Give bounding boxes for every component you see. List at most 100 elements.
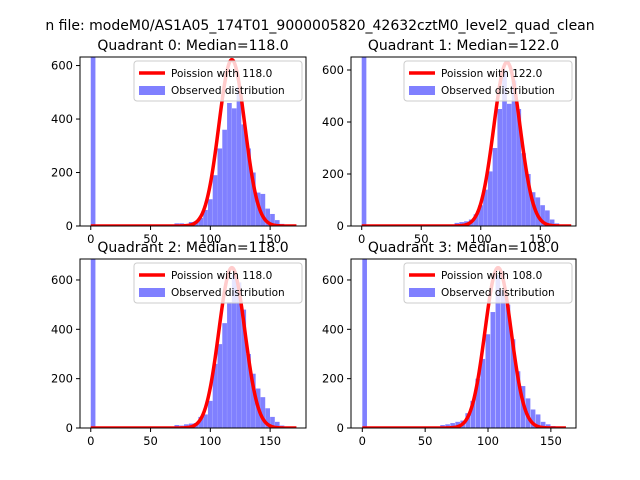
histogram-bar [265,208,271,226]
chart-grid: 0 50 100 150 0 200 400 600 Quadrant 0: Median=11… [51,38,577,448]
chart-panel-3: 0 50 100 150 0 200 400 600 Quadrant 3: Median=10… [322,240,577,448]
histogram-bar [545,210,550,226]
histogram-bar [90,57,96,226]
histogram-bar [241,309,247,428]
x-tick-label: 50 [418,434,433,448]
legend-label: Observed distribution [171,85,285,97]
y-tick-label: 400 [51,322,73,336]
plot-area [361,259,568,428]
chart-title: Quadrant 1: Median=122.0 [368,38,559,54]
y-tick-label: 400 [322,115,344,129]
histogram-bar [505,304,511,428]
histogram-bar [510,339,516,428]
x-tick-label: 150 [540,434,562,448]
legend-box [133,60,303,102]
poisson-fit-line [89,265,298,428]
histogram-bar [487,171,493,226]
figure-suptitle: n file: modeM0/AS1A05_174T01_9000005820_… [45,18,594,34]
histogram-bar [492,148,498,226]
histogram-bar [497,109,503,226]
x-tick-label: 50 [143,232,158,246]
histogram-bar [506,103,512,226]
histogram-bar [212,363,218,428]
axes-frame [79,56,307,227]
legend-label: Poission with 118.0 [171,270,272,282]
histogram-bar [362,259,367,428]
histogram-bar [260,193,266,226]
legend-box [403,262,573,304]
chart-title: Quadrant 2: Median=118.0 [97,240,288,256]
histogram-bar [231,108,237,226]
histogram-bar [274,421,280,428]
legend-label: Observed distribution [441,287,555,299]
axes-frame [350,56,577,227]
y-tick-label: 0 [66,219,73,233]
histogram-bar [241,124,247,226]
histogram-bar [90,259,96,428]
x-tick-label: 0 [87,434,94,448]
histogram-bar [217,148,223,226]
legend-box [133,262,303,304]
y-tick-label: 600 [51,59,73,73]
x-tick-label: 0 [358,232,365,246]
histogram-bar [246,353,251,428]
x-tick-label: 150 [259,232,281,246]
histogram-bar [227,102,232,226]
legend: Poission with 108.0 Observed distribution [403,262,573,304]
y-tick-label: 600 [51,273,73,287]
x-tick-label: 0 [87,232,94,246]
histogram-bar [521,153,526,226]
y-tick-label: 0 [66,421,73,435]
y-tick-label: 600 [322,273,344,287]
histogram-bar [217,344,223,428]
histogram-bar [246,148,251,226]
legend-bar-swatch [409,86,435,95]
y-tick-label: 400 [51,112,73,126]
histogram-bar [450,423,455,428]
histogram-bar [222,129,227,226]
histogram-bar [222,323,227,428]
histogram-bar [445,424,450,428]
legend-bar-swatch [409,288,435,297]
histogram-bar [274,220,280,226]
histogram-bar [260,397,266,428]
x-tick-label: 100 [199,434,221,448]
x-tick-label: 100 [470,232,492,246]
y-tick-label: 200 [51,166,73,180]
histogram-bar [549,219,555,226]
histogram-bar [500,289,506,428]
legend-label: Observed distribution [441,85,555,97]
histogram-bar [250,373,256,428]
y-tick-label: 200 [322,167,344,181]
chart-title: Quadrant 3: Median=108.0 [368,240,559,256]
plot-area [89,259,298,428]
legend-label: Poission with 108.0 [441,270,542,282]
histogram-bar [198,416,204,428]
chart-panel-2: 0 50 100 150 0 200 400 600 Quadrant 2: Median=11… [51,240,307,448]
legend-bar-swatch [139,86,165,95]
y-tick-label: 600 [322,63,344,77]
x-tick-label: 150 [259,434,281,448]
y-tick-label: 0 [337,421,344,435]
legend: Poission with 118.0 Observed distribution [133,60,303,102]
histogram-bar [480,358,486,428]
histogram-bar [530,192,536,226]
legend-box [403,60,573,102]
plot-area [360,57,573,226]
legend-label: Poission with 118.0 [171,68,272,80]
histogram-bar [270,213,275,226]
histogram-bar [236,282,242,428]
histogram-bar [478,205,484,226]
histogram-bar [540,421,546,428]
axes-frame [79,258,307,429]
histogram-bar [540,205,545,226]
x-tick-label: 50 [414,232,429,246]
histogram-bar [212,175,218,226]
x-tick-label: 100 [477,434,499,448]
histogram-bar [490,312,496,428]
histogram-bar [502,70,507,226]
histogram-bar [495,275,501,428]
poisson-fit-line [89,57,298,226]
histogram-bar [516,109,522,226]
